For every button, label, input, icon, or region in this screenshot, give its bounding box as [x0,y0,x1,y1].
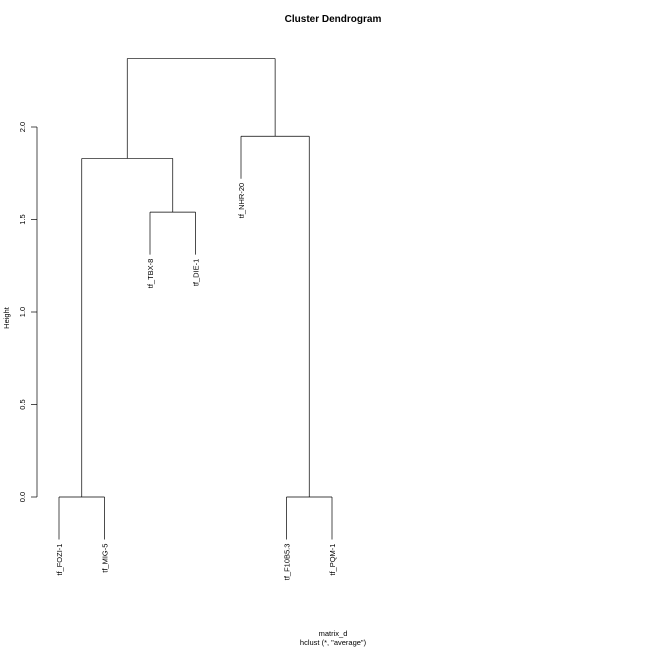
y-tick-label: 1.5 [18,214,27,224]
leaf-labels: tf_FOZI-1 tf_MIG-5 tf_TBX-8 tf_DIE-1 tf_NHR-… [55,183,337,580]
y-tick-label: 2.0 [18,122,27,132]
y-tick-label: 0.5 [18,399,27,409]
leaf-label: tf_F10B5.3 [283,544,292,581]
y-tick-label: 0.0 [18,492,27,502]
y-tick-label: 1.0 [18,307,27,317]
leaf-label: tf_NHR-20 [237,183,246,218]
dendrogram-branches [58,58,333,540]
x-axis-sub: hclust (*, "average") [300,638,367,647]
chart-title: Cluster Dendrogram [285,14,382,25]
leaf-label: tf_PQM-1 [328,544,337,576]
leaf-label: tf_TBX-8 [146,259,155,289]
x-axis-label: matrix_d [319,629,348,638]
leaf-label: tf_MIG-5 [101,544,110,573]
leaf-label: tf_FOZI-1 [55,544,64,576]
leaf-label: tf_DIE-1 [192,259,201,287]
y-axis-label: Height [2,306,11,329]
y-axis: 0.0 0.5 1.0 1.5 2.0 [18,122,38,502]
